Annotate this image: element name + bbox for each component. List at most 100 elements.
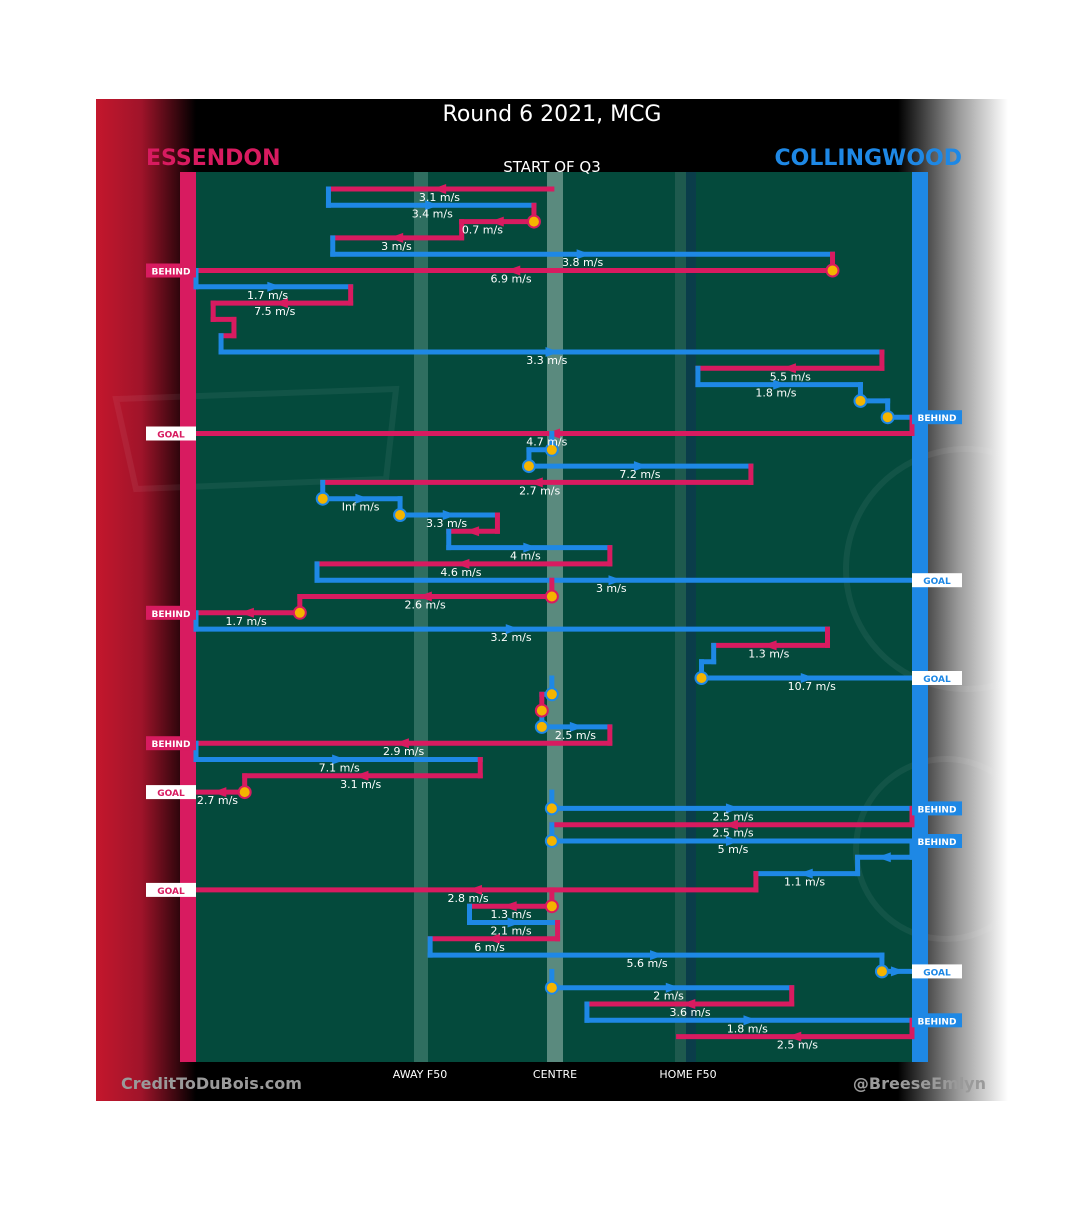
possession-start-marker <box>237 785 252 800</box>
speed-label: 2.6 m/s <box>405 599 446 612</box>
possession-start-marker <box>544 687 559 702</box>
speed-label: 3.8 m/s <box>562 256 603 269</box>
direction-arrow <box>417 591 432 602</box>
axis-label-centre: CENTRE <box>533 1068 577 1081</box>
direction-arrow <box>576 249 591 260</box>
possession-start-marker <box>526 214 541 229</box>
axis-label-away-f50: AWAY F50 <box>393 1068 447 1081</box>
direction-arrow <box>505 624 520 635</box>
outcome-badge <box>912 671 962 685</box>
speed-label: 6.9 m/s <box>490 273 531 286</box>
outcome-badge <box>146 736 196 751</box>
outcome-badge <box>912 834 962 848</box>
speed-label: 2.7 m/s <box>197 794 238 807</box>
direction-arrow <box>876 852 891 863</box>
speed-label: 6 m/s <box>474 941 505 954</box>
direction-arrow <box>389 232 404 243</box>
direction-arrow <box>442 510 457 520</box>
speed-label: 3.4 m/s <box>412 207 453 220</box>
speed-label: 2.8 m/s <box>448 892 489 905</box>
speed-labels-layer: 3.1 m/s 3.4 m/s 0.7 m/s 3 m/s 3.8 m/s 6.9 m/s… <box>197 191 836 1052</box>
possession-start-marker <box>521 459 536 474</box>
chart-title: Round 6 2021, MCG <box>443 102 662 127</box>
direction-arrow <box>681 999 696 1009</box>
speed-label: 5.6 m/s <box>627 957 668 970</box>
home-f50-band-inner <box>686 172 696 1062</box>
direction-arrow <box>569 721 584 732</box>
speed-label: 1.3 m/s <box>748 647 789 660</box>
outcome-badge <box>146 785 196 800</box>
speed-label: Inf m/s <box>342 501 380 514</box>
team-right-name: COLLINGWOOD <box>775 146 962 171</box>
speed-label: 2.5 m/s <box>712 810 753 823</box>
speed-label: 3.1 m/s <box>419 191 460 204</box>
speed-label: 1.3 m/s <box>490 908 531 921</box>
possession-start-marker <box>544 834 559 848</box>
direction-arrow <box>523 542 538 553</box>
subtitle: START OF Q3 <box>503 158 601 176</box>
centre-band <box>547 172 563 1062</box>
possession-start-marker <box>880 410 895 425</box>
outcome-label: GOAL <box>157 431 185 441</box>
outcome-badge <box>146 605 196 620</box>
direction-arrow <box>502 901 517 912</box>
direction-arrow <box>432 184 447 194</box>
direction-arrow <box>394 738 409 749</box>
possession-start-marker <box>534 703 549 718</box>
possession-start-marker <box>393 508 408 522</box>
direction-arrow <box>239 607 254 618</box>
direction-arrow <box>355 493 370 504</box>
direction-arrow <box>787 1031 802 1042</box>
possession-start-marker <box>853 393 868 408</box>
outcome-label: GOAL <box>157 887 185 897</box>
direction-arrow <box>489 216 504 227</box>
markers-layer <box>237 214 895 995</box>
direction-arrow <box>267 281 282 292</box>
possession-start-marker <box>825 263 840 278</box>
collingwood-goal-line <box>912 172 928 1062</box>
outcome-badge <box>912 573 962 588</box>
outcome-label: BEHIND <box>152 610 191 620</box>
direction-arrow <box>212 787 227 798</box>
speed-label: 2.9 m/s <box>383 745 424 758</box>
direction-arrow <box>354 770 369 781</box>
direction-arrow <box>725 803 740 814</box>
speed-label: 2 m/s <box>653 990 684 1003</box>
direction-arrow <box>528 477 543 488</box>
speed-label: 3 m/s <box>381 240 412 253</box>
speed-label: 3.3 m/s <box>526 354 567 367</box>
speed-label: 0.7 m/s <box>462 224 503 237</box>
possession-start-marker <box>694 671 709 685</box>
speed-label: 3.3 m/s <box>426 517 467 530</box>
outcome-label: BEHIND <box>152 268 191 278</box>
outcome-badge <box>146 426 196 441</box>
outcome-label: BEHIND <box>918 414 957 424</box>
speed-label: 4.6 m/s <box>440 566 481 579</box>
direction-arrow <box>650 950 665 961</box>
speed-label: 3 m/s <box>596 582 627 595</box>
chart-frame: Round 6 2021, MCG START OF Q3 ESSENDON C… <box>96 99 1008 1101</box>
team-left-name: ESSENDON <box>146 146 281 171</box>
outcome-label: BEHIND <box>918 838 957 848</box>
speed-label: 2.5 m/s <box>712 827 753 840</box>
outcome-label: BEHIND <box>918 1017 957 1027</box>
axis-label-home-f50: HOME F50 <box>659 1068 716 1081</box>
speed-label: 7.1 m/s <box>319 762 360 775</box>
possession-start-marker <box>544 980 559 995</box>
possession-start-marker <box>292 605 307 620</box>
outcome-label: BEHIND <box>918 805 957 815</box>
outcome-label: GOAL <box>923 577 951 587</box>
chains-layer <box>193 184 915 1042</box>
possession-start-marker <box>544 442 559 457</box>
direction-arrow <box>506 265 521 276</box>
speed-label: 2.7 m/s <box>519 484 560 497</box>
speed-label: 2.1 m/s <box>490 925 531 938</box>
direction-arrow <box>890 966 905 977</box>
outcome-badge <box>912 964 962 979</box>
speed-label: 3.1 m/s <box>340 778 381 791</box>
speed-label: 3.6 m/s <box>669 1006 710 1019</box>
speed-label: 5.5 m/s <box>770 370 811 383</box>
speed-label: 10.7 m/s <box>788 680 836 693</box>
direction-arrow <box>507 917 522 928</box>
speed-label: 1.7 m/s <box>226 615 267 628</box>
